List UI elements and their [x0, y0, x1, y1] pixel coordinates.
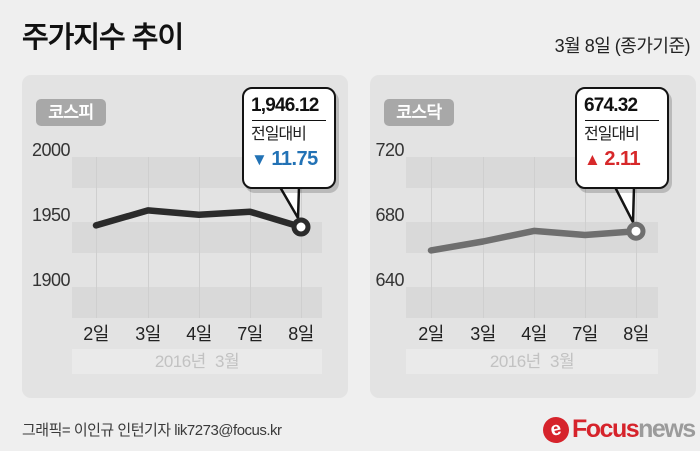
x-axis-tick-label: 8일 — [623, 324, 649, 344]
gridline-vertical — [250, 157, 251, 318]
logo-brand: Focus — [572, 415, 640, 443]
up-triangle-icon: ▲ — [584, 150, 601, 169]
kosdaq-line-chart — [427, 185, 646, 254]
x-axis-tick-label: 8일 — [288, 324, 314, 344]
gridline-vertical — [96, 157, 97, 318]
callout-tail — [278, 185, 301, 220]
kosdaq-close-value: 674.32 — [584, 95, 638, 116]
kosdaq-change-label: 전일대비 — [584, 126, 640, 143]
x-axis-tick-label: 3일 — [470, 324, 496, 344]
x-axis-caption: 2016년 3월 — [406, 349, 658, 374]
gridline-vertical — [483, 157, 484, 318]
callout-tail — [613, 185, 636, 224]
kospi-line-chart — [92, 185, 311, 237]
y-axis-tick-label: 720 — [375, 140, 404, 160]
gridline-vertical — [148, 157, 149, 318]
kospi-change-value: 11.75 — [271, 148, 318, 170]
date-note: 3월 8일 (종가기준) — [554, 36, 691, 56]
y-axis-tick-label: 1900 — [31, 270, 71, 290]
gridline-vertical — [534, 157, 535, 318]
x-axis-tick-label: 4일 — [521, 324, 547, 344]
kospi-panel: 코스피 2000 1950 1900 2일 3일 4일 7일 8일 2016년 3월 1,946… — [22, 75, 348, 398]
gridline-vertical — [199, 157, 200, 318]
kosdaq-change-value: 2.11 — [604, 148, 641, 170]
y-axis-tick-label: 1950 — [31, 205, 71, 225]
x-axis-tick-label: 7일 — [237, 324, 263, 344]
grid-band — [72, 222, 322, 253]
page-title: 주가지수 추이 — [22, 22, 184, 54]
index-line — [427, 227, 640, 254]
down-triangle-icon: ▼ — [251, 150, 268, 169]
focusnews-circle-icon: e — [540, 414, 572, 445]
focusnews-logo: e Focus news — [540, 414, 696, 445]
y-axis-tick-label: 680 — [375, 205, 404, 225]
callout-divider — [585, 120, 659, 121]
kospi-callout: 1,946.12 전일대비 ▼ 11.75 — [242, 87, 336, 189]
y-axis-tick-label: 640 — [375, 270, 404, 290]
last-point-marker — [626, 221, 646, 241]
x-axis-tick-label: 2일 — [418, 324, 444, 344]
gridline-vertical — [301, 157, 302, 318]
x-axis-tick-label: 2일 — [83, 324, 109, 344]
kosdaq-badge: 코스닥 — [384, 99, 454, 126]
y-axis-tick-label: 2000 — [31, 140, 71, 160]
grid-band — [406, 287, 658, 318]
kospi-change-label: 전일대비 — [251, 126, 307, 143]
x-axis-tick-label: 4일 — [186, 324, 212, 344]
callout-divider — [252, 120, 326, 121]
kosdaq-callout: 674.32 전일대비 ▲ 2.11 — [575, 87, 669, 189]
x-axis-tick-label: 7일 — [572, 324, 598, 344]
x-axis-caption: 2016년 3월 — [72, 349, 322, 374]
kosdaq-panel: 코스닥 720 680 640 2일 3일 4일 7일 8일 2016년 3월 674.32 전… — [370, 75, 696, 398]
kospi-close-value: 1,946.12 — [251, 95, 319, 116]
kospi-change-row: ▼ 11.75 — [251, 145, 327, 174]
kospi-badge: 코스피 — [36, 99, 106, 126]
kosdaq-change-row: ▲ 2.11 — [584, 145, 660, 174]
x-axis-tick-label: 3일 — [135, 324, 161, 344]
gridline-vertical — [431, 157, 432, 318]
logo-suffix: news — [638, 415, 696, 443]
last-point-marker — [291, 217, 311, 237]
grid-band — [72, 287, 322, 318]
index-line — [92, 207, 305, 231]
credit-line: 그래픽= 이인규 인턴기자 lik7273@focus.kr — [22, 422, 282, 439]
